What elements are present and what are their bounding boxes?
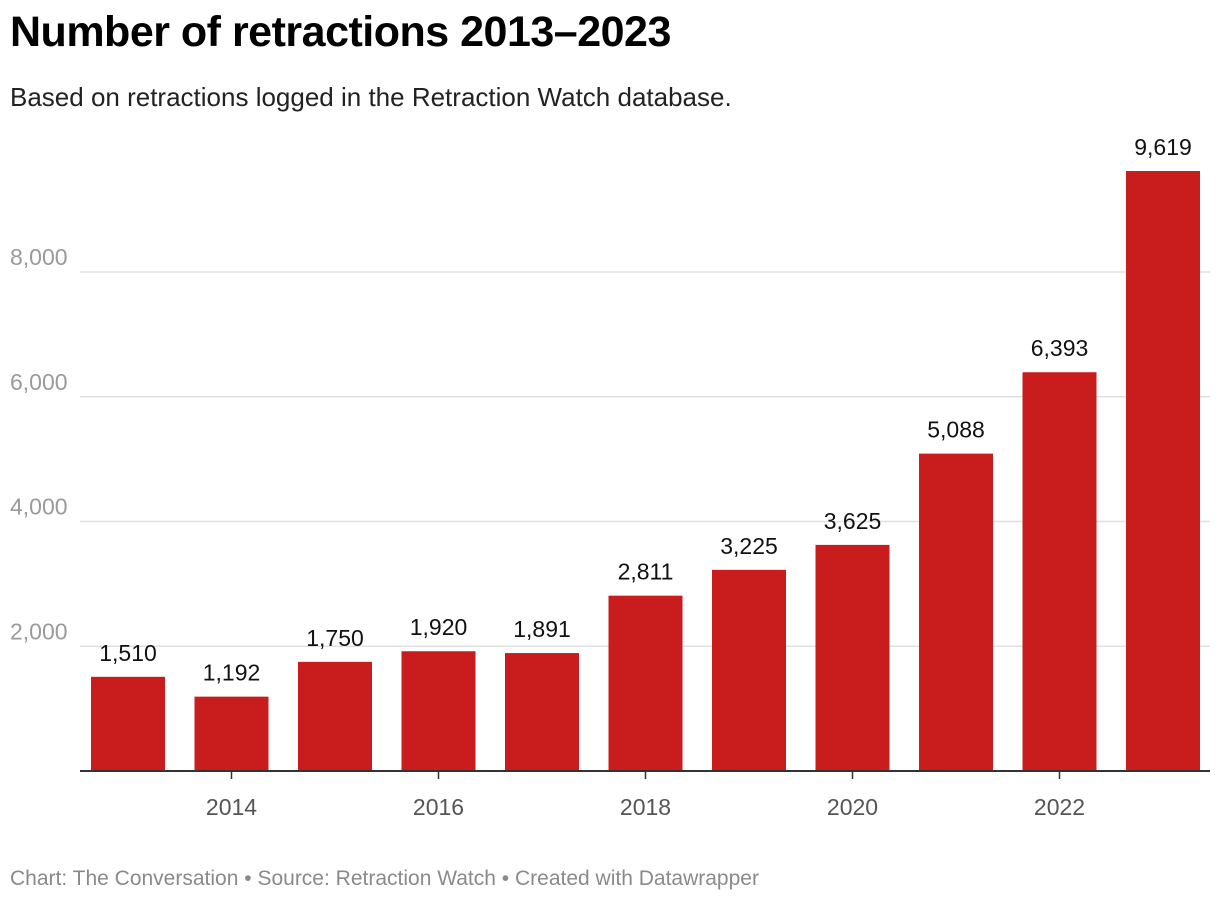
bar-2018 [608, 595, 683, 771]
y-tick-label: 4,000 [10, 494, 68, 520]
data-label-2023: 9,619 [1134, 134, 1192, 160]
data-label-2015: 1,750 [306, 625, 364, 651]
footer-separator: • [244, 867, 252, 890]
footer-separator: • [501, 867, 510, 890]
x-tick-label: 2022 [1034, 794, 1085, 820]
bar-2014 [194, 696, 269, 771]
data-label-2021: 5,088 [927, 417, 985, 443]
chart-subtitle: Based on retractions logged in the Retra… [10, 82, 732, 112]
bar-2023 [1126, 171, 1200, 771]
data-label-2019: 3,225 [720, 533, 778, 559]
bar-2021 [919, 453, 993, 771]
data-label-2013: 1,510 [99, 640, 157, 666]
data-label-2018: 2,811 [618, 559, 674, 585]
bar-2016 [401, 651, 476, 771]
bar-2022 [1022, 372, 1097, 771]
data-label-2017: 1,891 [513, 616, 571, 642]
y-tick-label: 6,000 [10, 369, 68, 395]
data-label-2022: 6,393 [1031, 335, 1089, 361]
bar-2015 [298, 661, 372, 771]
y-tick-label: 2,000 [10, 618, 68, 644]
footer-credit: Chart: The Conversation [10, 867, 239, 890]
x-tick-label: 2014 [206, 794, 257, 820]
x-tick-label: 2016 [413, 794, 464, 820]
footer-source: Source: Retraction Watch [257, 867, 496, 890]
bar-chart: 2,000 4,000 6,000 8,000 1,510 1,192 1,750 1,920… [10, 134, 1210, 820]
bar-2013 [91, 676, 165, 771]
x-tick-label: 2018 [620, 794, 671, 820]
x-tick-label: 2020 [827, 794, 878, 820]
chart-footer: Chart: The Conversation • Source: Retrac… [10, 867, 759, 891]
data-label-2020: 3,625 [824, 508, 882, 534]
bar-2019 [712, 569, 786, 771]
y-tick-label: 8,000 [10, 244, 68, 270]
footer-created-with: Created with Datawrapper [515, 867, 759, 890]
data-label-2016: 1,920 [410, 614, 468, 640]
bar-2017 [505, 653, 579, 771]
bar-2020 [815, 544, 890, 771]
data-label-2014: 1,192 [203, 660, 261, 686]
chart-title: Number of retractions 2013–2023 [10, 8, 671, 56]
